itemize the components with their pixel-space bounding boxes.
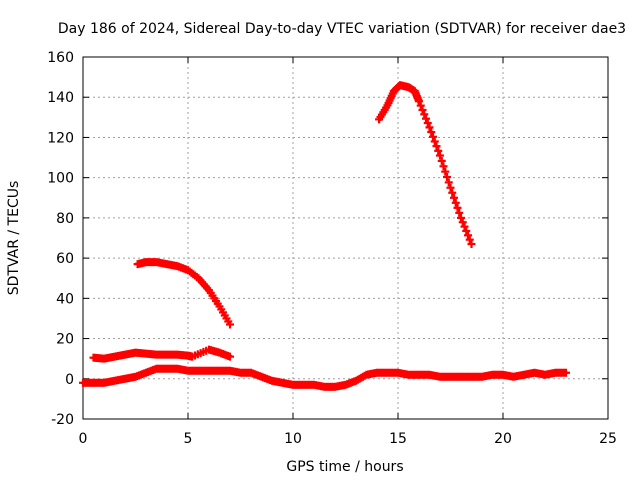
data-point [418, 105, 427, 114]
data-point [443, 172, 451, 181]
data-point [423, 119, 432, 128]
grid-lines [83, 57, 608, 419]
data-point [437, 156, 446, 165]
series-1 [79, 364, 570, 391]
data-point [467, 240, 476, 249]
data-point [448, 188, 457, 197]
data-point [432, 142, 441, 151]
y-tick-label: 100 [47, 171, 74, 187]
data-point [453, 203, 462, 212]
data-point [427, 128, 436, 137]
data-series [79, 81, 570, 391]
series-2 [89, 345, 234, 363]
data-point [439, 162, 448, 171]
data-point [451, 198, 460, 207]
data-point [562, 368, 570, 377]
data-point [434, 146, 443, 155]
chart-title: Day 186 of 2024, Sidereal Day-to-day VTE… [58, 21, 626, 37]
data-point [429, 132, 437, 141]
axis-ticks [82, 56, 609, 420]
series-3 [133, 258, 234, 329]
data-point [416, 101, 425, 110]
data-point [415, 97, 423, 106]
y-tick-label: 40 [56, 291, 74, 307]
x-tick-label: 0 [79, 431, 88, 447]
data-point [446, 183, 455, 192]
y-tick-label: 120 [47, 130, 74, 146]
data-point [464, 231, 472, 240]
y-tick-label: 140 [47, 90, 74, 106]
data-point [226, 320, 234, 329]
data-point [226, 352, 234, 361]
data-point [455, 208, 464, 217]
y-tick-label: 0 [65, 372, 74, 388]
y-tick-label: 160 [47, 50, 74, 66]
data-point [450, 193, 458, 202]
plot-frame [82, 56, 609, 420]
data-point [462, 226, 471, 235]
data-point [441, 167, 450, 176]
data-point [444, 178, 453, 187]
data-point [422, 114, 430, 123]
series-4 [375, 81, 476, 249]
data-point [430, 137, 439, 146]
data-point [420, 110, 429, 119]
data-point [460, 222, 469, 231]
data-point [465, 235, 474, 244]
y-axis-label: SDTVAR / TECUs [6, 181, 22, 296]
y-tick-label: 80 [56, 211, 74, 227]
x-tick-label: 5 [184, 431, 193, 447]
data-point [436, 151, 444, 160]
x-tick-label: 25 [599, 431, 617, 447]
data-point [457, 213, 465, 222]
y-tick-label: 60 [56, 251, 74, 267]
x-tick-label: 10 [284, 431, 302, 447]
x-tick-label: 15 [389, 431, 407, 447]
y-tick-label: -20 [51, 412, 74, 428]
data-point [458, 218, 467, 227]
y-tick-label: 20 [56, 332, 74, 348]
x-tick-label: 20 [494, 431, 512, 447]
data-point [425, 123, 434, 132]
x-axis-label: GPS time / hours [286, 459, 403, 475]
